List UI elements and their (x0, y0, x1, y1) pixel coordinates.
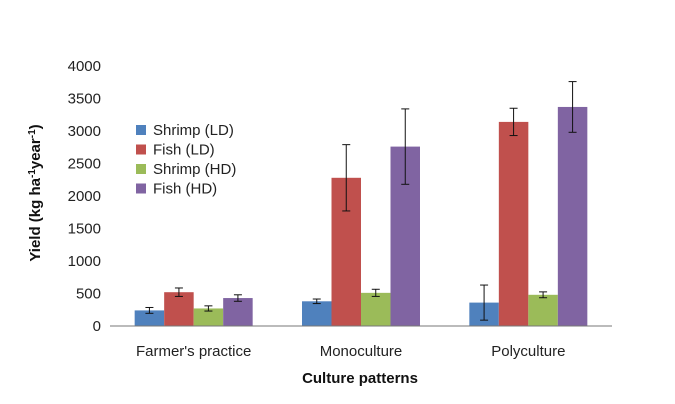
y-axis-title: Yield (kg ha-1year-1) (27, 124, 45, 261)
bar-fish-hd-2 (557, 106, 588, 326)
legend-label: Fish (LD) (153, 142, 215, 159)
legend-swatch (136, 144, 146, 155)
x-axis-title: Culture patterns (302, 370, 418, 387)
x-tick-label: Polyculture (491, 343, 565, 360)
y-tick-label: 4000 (68, 58, 101, 75)
y-tick-label: 3000 (68, 123, 101, 140)
bar-shrimp-ld-1 (302, 301, 332, 326)
y-tick-label: 2500 (68, 156, 101, 173)
y-tick-label: 1000 (68, 253, 101, 270)
error-bars (145, 81, 577, 321)
bar-shrimp-hd-1 (361, 292, 391, 326)
legend-swatch (136, 183, 146, 194)
y-tick-label: 1500 (68, 221, 101, 238)
y-title-mid: year (27, 138, 44, 169)
bar-shrimp-ld-0 (134, 310, 165, 326)
y-tick-label: 500 (76, 286, 101, 303)
y-tick-label: 2000 (68, 188, 101, 205)
legend-swatch (136, 164, 146, 174)
x-axis-ticks: Farmer's practice Monoculture Polyculture (136, 343, 565, 360)
legend: Shrimp (LD) Fish (LD) Shrimp (HD) Fish (HD) (136, 122, 236, 198)
bar-fish-ld-0 (164, 292, 194, 326)
legend-label: Shrimp (LD) (153, 122, 234, 139)
legend-label: Shrimp (HD) (153, 161, 236, 178)
bar-shrimp-hd-2 (528, 294, 558, 326)
x-tick-label: Farmer's practice (136, 343, 251, 360)
legend-label: Fish (HD) (153, 181, 217, 198)
x-tick-label: Monoculture (320, 343, 403, 360)
y-tick-label: 3500 (68, 91, 101, 108)
y-title-sup1: -1 (27, 169, 38, 178)
bar-shrimp-hd-0 (193, 308, 224, 326)
y-tick-label: 0 (93, 318, 101, 335)
legend-swatch (136, 125, 146, 135)
y-title-end: ) (27, 124, 44, 129)
bar-fish-hd-0 (223, 298, 253, 326)
y-title-sup2: -1 (27, 129, 38, 138)
y-title-base: Yield (kg ha (27, 177, 44, 261)
bars (134, 106, 588, 327)
y-axis-ticks: 0 500 1000 1500 2000 2500 3000 3500 4000 (68, 58, 101, 335)
bar-fish-ld-2 (498, 121, 529, 327)
